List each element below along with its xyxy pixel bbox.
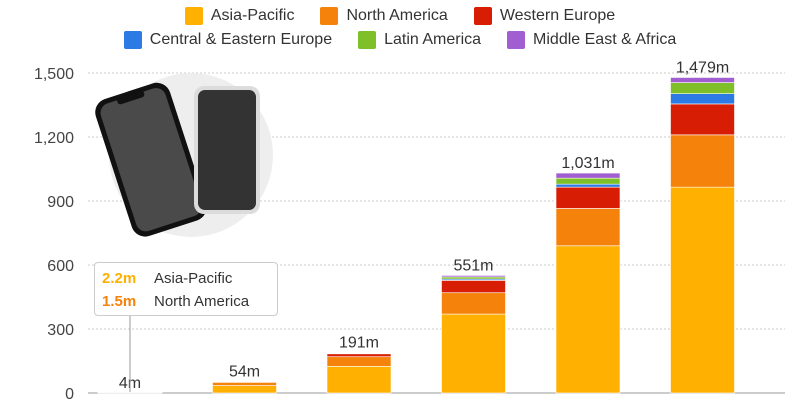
- callout-row-north-america: 1.5m North America: [102, 290, 277, 313]
- bar-segment-north-america: [670, 134, 735, 188]
- bar-segment-middle-east-africa: [670, 77, 735, 83]
- legend-row-1: Asia-Pacific North America Western Europ…: [0, 4, 800, 28]
- bar-segment-western-europe: [670, 103, 735, 136]
- bar-segment-western-europe: [97, 391, 163, 393]
- bar-total-label: 54m: [229, 363, 260, 380]
- bar-segment-north-america: [212, 382, 277, 386]
- legend-swatch: [507, 31, 526, 49]
- legend-item-asia-pacific: Asia-Pacific: [184, 7, 295, 25]
- y-tick-label: 900: [47, 194, 74, 211]
- legend-item-middle-east-africa: Middle East & Africa: [507, 31, 676, 49]
- bars-layer: [97, 77, 735, 394]
- bar-segment-middle-east-africa: [555, 172, 621, 179]
- bar-segment-latin-america: [441, 276, 506, 280]
- callout-label: Asia-Pacific: [154, 270, 233, 287]
- bar-segment-north-america: [326, 356, 392, 367]
- y-tick-label: 0: [65, 386, 74, 400]
- legend-label: Central & Eastern Europe: [149, 31, 333, 48]
- bar-segment-western-europe: [326, 353, 392, 358]
- bar-total-label: 191m: [339, 334, 379, 351]
- y-tick-label: 600: [47, 258, 74, 275]
- legend-swatch: [320, 7, 339, 25]
- bar-segment-asia-pacific: [441, 313, 506, 394]
- bar-segment-asia-pacific: [670, 186, 735, 394]
- callout-label: North America: [154, 293, 250, 310]
- callout-value: 1.5m: [102, 293, 137, 310]
- bar-segment-latin-america: [670, 82, 735, 94]
- legend-label: Middle East & Africa: [533, 31, 677, 48]
- legend-swatch: [358, 31, 377, 49]
- legend-item-latin-america: Latin America: [358, 31, 481, 49]
- callout-value: 2.2m: [102, 270, 137, 287]
- bar-segment-central-eastern-europe: [555, 183, 621, 188]
- bar-segment-middle-east-africa: [441, 275, 506, 278]
- legend-label: Western Europe: [499, 7, 616, 24]
- legend-swatch: [123, 31, 142, 49]
- bar-total-label: 1,031m: [561, 155, 614, 172]
- chart-legend: Asia-Pacific North America Western Europ…: [0, 4, 800, 52]
- y-tick-label: 300: [47, 322, 74, 339]
- bar-segment-western-europe: [441, 280, 506, 294]
- legend-swatch: [473, 7, 492, 25]
- y-tick-label: 1,200: [34, 130, 74, 147]
- bar-total-label: 551m: [453, 257, 493, 274]
- bar-segment-latin-america: [555, 177, 621, 185]
- legend-item-north-america: North America: [320, 7, 448, 25]
- legend-label: Asia-Pacific: [210, 7, 295, 24]
- legend-swatch: [184, 7, 203, 25]
- legend-item-western-europe: Western Europe: [473, 7, 616, 25]
- legend-row-2: Central & Eastern Europe Latin America M…: [0, 28, 800, 52]
- bar-segment-north-america: [555, 208, 621, 247]
- smartphones-icon: [95, 73, 273, 237]
- data-callout: 2.2m Asia-Pacific 1.5m North America: [94, 262, 278, 316]
- bar-segment-asia-pacific: [555, 245, 621, 394]
- bar-segment-asia-pacific: [326, 366, 392, 394]
- labels-layer: 03006009001,2001,5004m54m191m551m1,031m1…: [34, 59, 729, 400]
- bar-segment-middle-east-africa: [326, 351, 392, 354]
- legend-item-central-eastern-europe: Central & Eastern Europe: [123, 31, 333, 49]
- legend-label: Latin America: [384, 31, 482, 48]
- callout-row-asia-pacific: 2.2m Asia-Pacific: [102, 267, 277, 290]
- bar-segment-latin-america: [212, 381, 277, 383]
- legend-label: North America: [346, 7, 448, 24]
- y-tick-label: 1,500: [34, 66, 74, 83]
- bar-segment-asia-pacific: [212, 385, 277, 394]
- bar-segment-western-europe: [555, 186, 621, 209]
- bar-segment-central-eastern-europe: [670, 93, 735, 105]
- bar-segment-north-america: [441, 292, 506, 315]
- bar-total-label: 1,479m: [676, 59, 729, 76]
